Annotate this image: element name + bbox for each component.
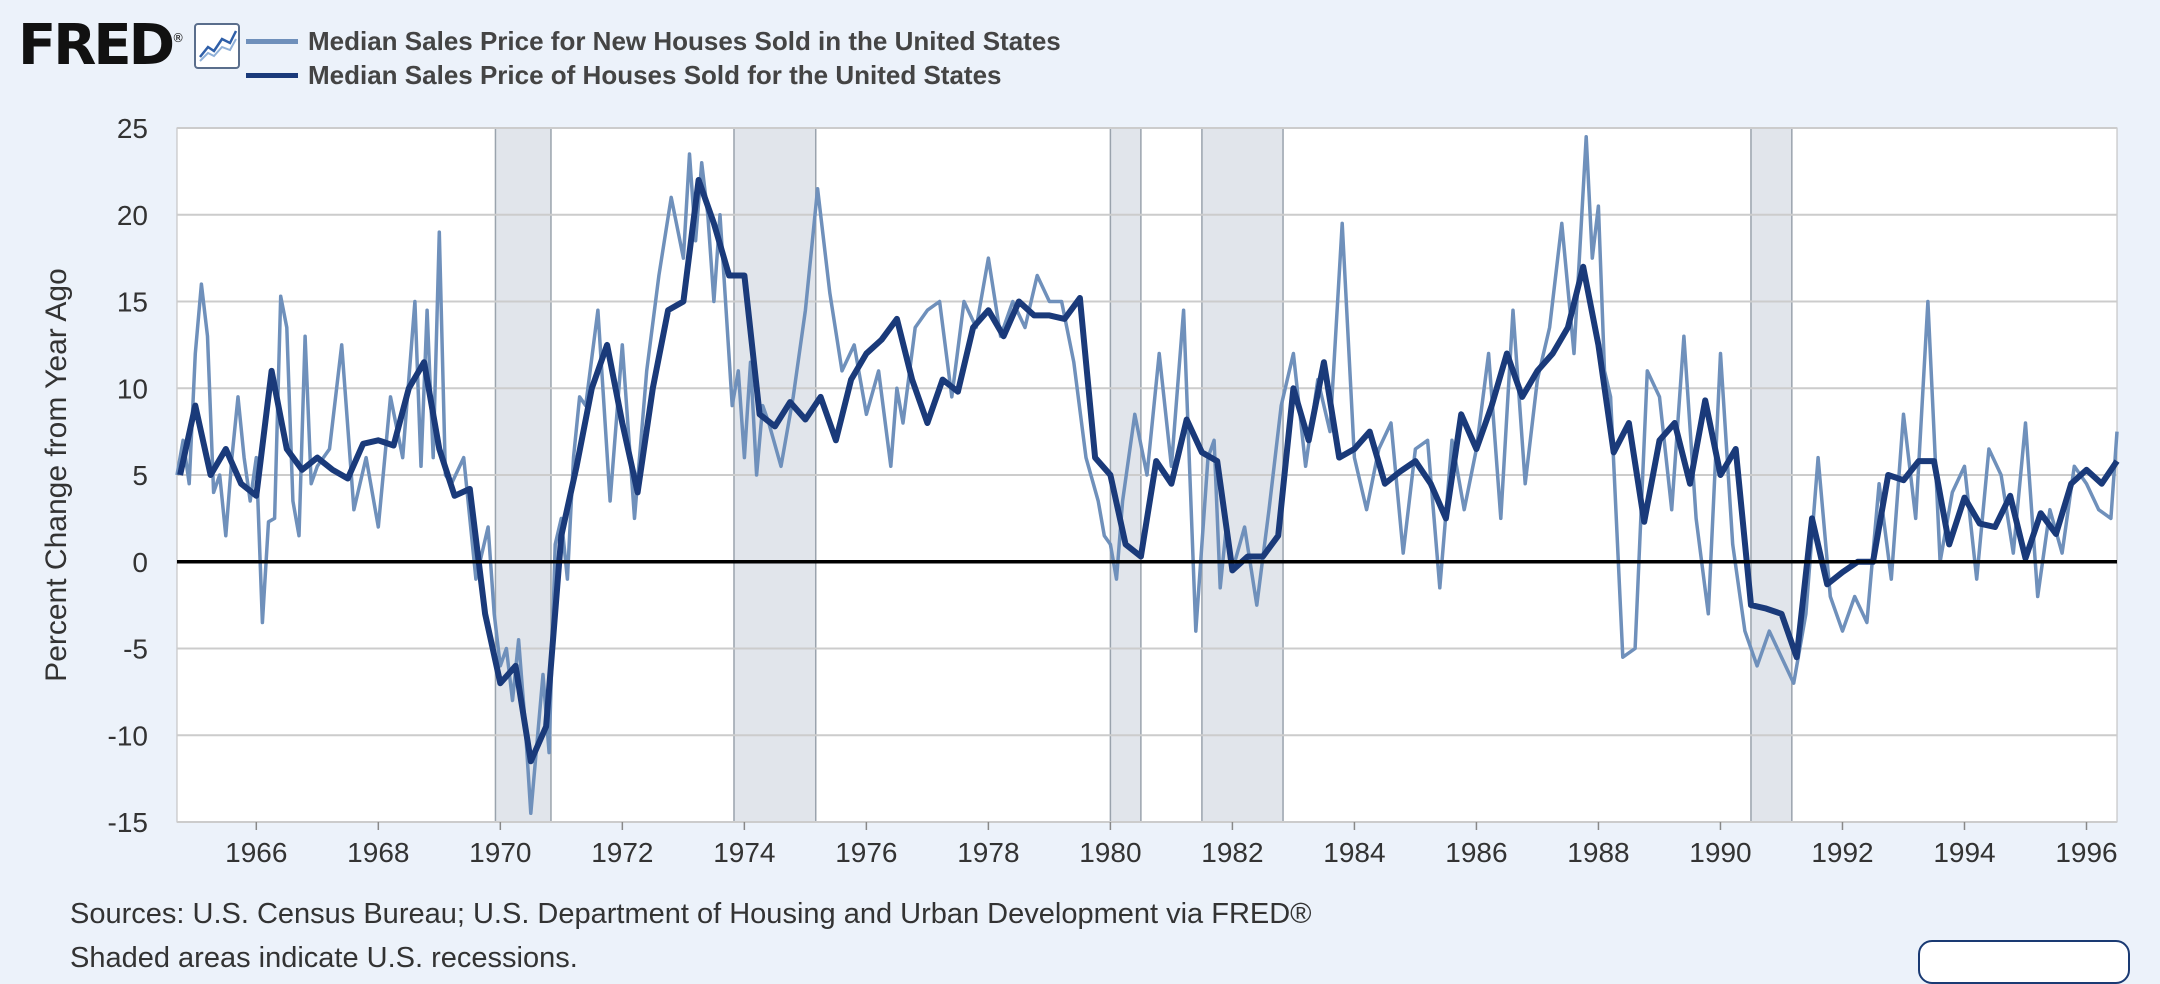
series-all-houses [177, 177, 2120, 765]
x-tick-label: 1972 [591, 837, 653, 868]
line-graph-icon[interactable] [194, 23, 241, 69]
series-line-all-houses [177, 177, 2120, 765]
y-tick-label: 20 [117, 200, 148, 231]
x-tick-labels: 1966 1968 1970 1972 1974 1976 1978 1980 1982 1984… [225, 822, 2118, 868]
y-tick-label: -15 [108, 807, 148, 838]
x-tick-label: 1996 [2055, 837, 2117, 868]
x-tick-label: 1980 [1079, 837, 1141, 868]
source-note: Sources: U.S. Census Bureau; U.S. Depart… [70, 898, 1312, 930]
x-tick-label: 1976 [835, 837, 897, 868]
x-tick-label: 1988 [1567, 837, 1629, 868]
x-tick-label: 1994 [1933, 837, 1995, 868]
x-tick-label: 1966 [225, 837, 287, 868]
edit-graph-button[interactable] [1918, 940, 2130, 984]
y-tick-label: 5 [132, 460, 148, 491]
legend-swatch-all-houses [246, 72, 298, 78]
x-tick-label: 1974 [713, 837, 775, 868]
y-tick-label: 15 [117, 287, 148, 318]
x-tick-label: 1978 [957, 837, 1019, 868]
fred-logo-block[interactable]: FRED ® [18, 18, 241, 74]
chart-legend: Median Sales Price for New Houses Sold i… [246, 24, 1061, 92]
fred-logo-text: FRED [18, 13, 175, 78]
y-tick-labels: 25 20 15 10 5 0 -5 -10 -15 [108, 113, 148, 838]
y-tick-label: -10 [108, 720, 148, 751]
x-tick-label: 1984 [1323, 837, 1385, 868]
y-tick-label: -5 [123, 634, 148, 665]
legend-label-new-houses: Median Sales Price for New Houses Sold i… [308, 25, 1061, 56]
x-tick-label: 1990 [1689, 837, 1751, 868]
recession-note: Shaded areas indicate U.S. recessions. [70, 942, 578, 974]
x-tick-label: 1982 [1201, 837, 1263, 868]
y-axis-label: Percent Change from Year Ago [40, 268, 73, 682]
x-tick-label: 1968 [347, 837, 409, 868]
y-tick-label: 25 [117, 113, 148, 144]
legend-swatch-new-houses [246, 38, 298, 44]
legend-label-all-houses: Median Sales Price of Houses Sold for th… [308, 59, 1002, 90]
fred-logo[interactable]: FRED ® [18, 18, 184, 74]
x-tick-label: 1970 [469, 837, 531, 868]
y-tick-label: 0 [132, 547, 148, 578]
legend-entry-new-houses: Median Sales Price for New Houses Sold i… [246, 24, 1061, 58]
legend-entry-all-houses: Median Sales Price of Houses Sold for th… [246, 58, 1061, 92]
y-tick-label: 10 [117, 373, 148, 404]
registered-mark: ® [172, 31, 185, 45]
x-tick-label: 1992 [1811, 837, 1873, 868]
x-tick-label: 1986 [1445, 837, 1507, 868]
